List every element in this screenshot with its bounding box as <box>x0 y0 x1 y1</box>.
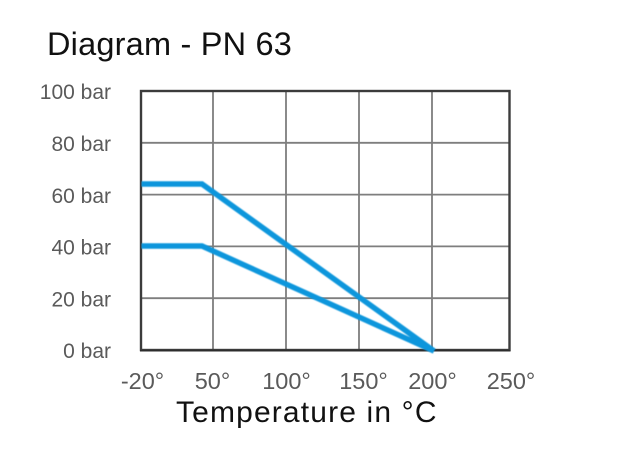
svg-text:60 bar: 60 bar <box>51 185 111 208</box>
svg-text:100 bar: 100 bar <box>40 81 111 104</box>
svg-text:250°: 250° <box>487 368 536 394</box>
svg-text:-20°: -20° <box>121 368 164 394</box>
svg-text:100°: 100° <box>262 368 311 394</box>
svg-text:0 bar: 0 bar <box>63 340 111 363</box>
svg-text:50°: 50° <box>195 368 231 394</box>
svg-text:150°: 150° <box>339 368 388 394</box>
svg-text:80 bar: 80 bar <box>51 133 111 156</box>
svg-text:20 bar: 20 bar <box>51 288 111 311</box>
svg-text:200°: 200° <box>408 368 457 394</box>
svg-text:40 bar: 40 bar <box>51 237 111 260</box>
